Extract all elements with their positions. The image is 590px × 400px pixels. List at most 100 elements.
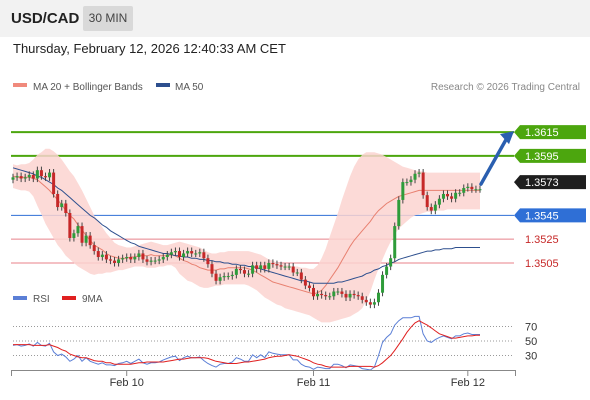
level-tag-1.3615 bbox=[514, 125, 586, 140]
candle bbox=[360, 292, 364, 304]
candle bbox=[255, 261, 259, 273]
level-label-1.3615: 1.3615 bbox=[514, 125, 586, 140]
candle bbox=[234, 265, 238, 279]
level-text-1.3615: 1.3615 bbox=[525, 127, 559, 139]
candle bbox=[242, 266, 246, 278]
candle bbox=[474, 185, 478, 193]
candle bbox=[153, 257, 157, 265]
rsi-tick-70: 70 bbox=[525, 322, 537, 334]
rsi-line bbox=[12, 315, 480, 371]
candle bbox=[210, 260, 214, 278]
candle bbox=[454, 189, 458, 203]
candle bbox=[125, 253, 129, 262]
legend-ma9-swatch bbox=[62, 296, 76, 300]
candle bbox=[393, 222, 397, 262]
candle bbox=[336, 287, 340, 296]
candle bbox=[182, 249, 186, 261]
candle bbox=[169, 248, 173, 259]
candle bbox=[466, 183, 470, 192]
candle bbox=[149, 257, 153, 266]
candle bbox=[450, 192, 454, 203]
candle bbox=[129, 253, 133, 263]
candle bbox=[368, 298, 372, 309]
candle bbox=[381, 271, 385, 297]
candle bbox=[23, 173, 27, 183]
candle bbox=[19, 172, 23, 183]
candle bbox=[376, 289, 380, 306]
legend-rsi-label: RSI bbox=[33, 294, 50, 305]
forecast-arrow bbox=[479, 131, 514, 186]
level-label-1.3525: 1.3525 bbox=[525, 234, 559, 246]
legend-rsi-swatch bbox=[13, 296, 27, 300]
candle bbox=[84, 232, 88, 247]
credit-label: Research © 2026 Trading Central bbox=[431, 82, 580, 93]
candle bbox=[230, 271, 234, 280]
candle bbox=[409, 176, 413, 186]
candle bbox=[76, 222, 80, 237]
level-text-1.3525: 1.3525 bbox=[525, 234, 559, 246]
candle bbox=[218, 273, 222, 285]
candle bbox=[108, 255, 112, 265]
timeframe-button[interactable]: 30 MIN bbox=[83, 6, 133, 31]
candle bbox=[364, 296, 368, 306]
level-label-1.3545: 1.3545 bbox=[514, 208, 586, 223]
rsi-legend: RSI 9MA bbox=[13, 294, 103, 305]
x-tick-label: Feb 11 bbox=[297, 377, 330, 389]
candle bbox=[413, 170, 417, 184]
candle bbox=[137, 249, 141, 261]
candle bbox=[385, 262, 389, 279]
candle bbox=[190, 247, 194, 258]
candle bbox=[96, 247, 100, 261]
candle bbox=[161, 253, 165, 263]
candle bbox=[437, 195, 441, 209]
candle bbox=[429, 203, 433, 215]
candle bbox=[113, 257, 117, 267]
candle bbox=[397, 196, 401, 230]
candle bbox=[48, 168, 52, 181]
candle bbox=[60, 199, 64, 211]
candle bbox=[121, 254, 125, 263]
candle bbox=[222, 272, 226, 281]
x-tick-label: Feb 10 bbox=[110, 377, 144, 389]
candle bbox=[344, 290, 348, 302]
candle bbox=[251, 261, 255, 278]
candle bbox=[202, 248, 206, 262]
candle bbox=[56, 190, 60, 211]
candle bbox=[307, 282, 311, 292]
candle bbox=[316, 290, 320, 300]
candle bbox=[177, 247, 181, 261]
candle bbox=[299, 268, 303, 284]
candle bbox=[247, 270, 251, 278]
rsi-ma9-line bbox=[13, 320, 480, 368]
bollinger-band bbox=[13, 148, 480, 323]
legend-ma50-swatch bbox=[156, 83, 170, 87]
candle bbox=[72, 229, 76, 242]
candle bbox=[165, 251, 169, 261]
candle bbox=[100, 251, 104, 261]
candle bbox=[389, 254, 393, 271]
candle bbox=[238, 265, 242, 274]
candle bbox=[104, 251, 108, 263]
candle bbox=[287, 262, 291, 271]
candle bbox=[80, 222, 84, 247]
candle bbox=[88, 232, 92, 249]
candle bbox=[92, 241, 96, 255]
legend-ma20-swatch bbox=[13, 83, 27, 87]
candle bbox=[352, 290, 356, 299]
candle bbox=[35, 166, 39, 183]
candle bbox=[401, 178, 405, 204]
candle bbox=[11, 173, 15, 184]
candle bbox=[356, 291, 360, 300]
candle bbox=[332, 287, 336, 300]
candle bbox=[291, 262, 295, 277]
datetime-label: Thursday, February 12, 2026 12:40:33 AM … bbox=[13, 41, 286, 56]
candle bbox=[340, 287, 344, 298]
level-text-1.3505: 1.3505 bbox=[525, 258, 559, 270]
candle bbox=[441, 190, 445, 203]
candle bbox=[312, 284, 316, 300]
candle bbox=[43, 172, 47, 181]
level-text-1.3545: 1.3545 bbox=[525, 210, 559, 222]
candle bbox=[133, 253, 137, 263]
